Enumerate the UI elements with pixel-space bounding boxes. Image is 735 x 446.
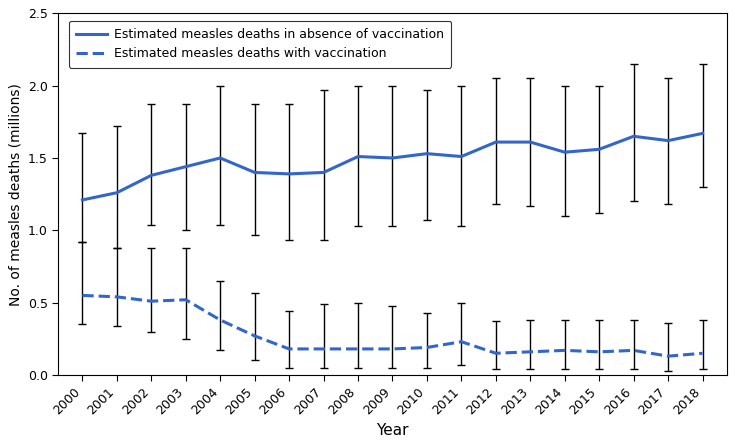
Estimated measles deaths with vaccination bbox=[319, 346, 328, 351]
Estimated measles deaths in absence of vaccination bbox=[423, 151, 431, 156]
Estimated measles deaths in absence of vaccination bbox=[182, 164, 190, 169]
Estimated measles deaths with vaccination bbox=[147, 298, 156, 304]
Estimated measles deaths with vaccination bbox=[78, 293, 87, 298]
Estimated measles deaths with vaccination bbox=[182, 297, 190, 302]
Estimated measles deaths with vaccination bbox=[284, 346, 293, 351]
Estimated measles deaths in absence of vaccination bbox=[251, 170, 259, 175]
Estimated measles deaths in absence of vaccination bbox=[492, 140, 501, 145]
Estimated measles deaths in absence of vaccination bbox=[457, 154, 466, 159]
Estimated measles deaths with vaccination bbox=[698, 351, 707, 356]
Estimated measles deaths with vaccination bbox=[251, 333, 259, 339]
Estimated measles deaths in absence of vaccination bbox=[664, 138, 673, 143]
Estimated measles deaths in absence of vaccination bbox=[595, 147, 603, 152]
X-axis label: Year: Year bbox=[376, 423, 409, 438]
Estimated measles deaths with vaccination bbox=[492, 351, 501, 356]
Line: Estimated measles deaths with vaccination: Estimated measles deaths with vaccinatio… bbox=[82, 295, 703, 356]
Estimated measles deaths in absence of vaccination bbox=[284, 171, 293, 177]
Estimated measles deaths in absence of vaccination bbox=[216, 155, 225, 161]
Y-axis label: No. of measles deaths (millions): No. of measles deaths (millions) bbox=[8, 83, 22, 306]
Estimated measles deaths in absence of vaccination bbox=[629, 134, 638, 139]
Estimated measles deaths in absence of vaccination bbox=[112, 190, 121, 195]
Estimated measles deaths with vaccination bbox=[526, 349, 534, 355]
Estimated measles deaths with vaccination bbox=[216, 317, 225, 322]
Estimated measles deaths in absence of vaccination bbox=[526, 140, 534, 145]
Estimated measles deaths with vaccination bbox=[560, 348, 569, 353]
Estimated measles deaths with vaccination bbox=[457, 339, 466, 344]
Estimated measles deaths with vaccination bbox=[664, 354, 673, 359]
Estimated measles deaths in absence of vaccination bbox=[698, 131, 707, 136]
Estimated measles deaths in absence of vaccination bbox=[560, 149, 569, 155]
Estimated measles deaths in absence of vaccination bbox=[388, 155, 397, 161]
Line: Estimated measles deaths in absence of vaccination: Estimated measles deaths in absence of v… bbox=[82, 133, 703, 200]
Estimated measles deaths with vaccination bbox=[112, 294, 121, 300]
Estimated measles deaths in absence of vaccination bbox=[78, 197, 87, 202]
Estimated measles deaths with vaccination bbox=[629, 348, 638, 353]
Estimated measles deaths with vaccination bbox=[423, 345, 431, 350]
Estimated measles deaths in absence of vaccination bbox=[319, 170, 328, 175]
Estimated measles deaths with vaccination bbox=[354, 346, 362, 351]
Legend: Estimated measles deaths in absence of vaccination, Estimated measles deaths wit: Estimated measles deaths in absence of v… bbox=[69, 21, 451, 68]
Estimated measles deaths in absence of vaccination bbox=[354, 154, 362, 159]
Estimated measles deaths with vaccination bbox=[388, 346, 397, 351]
Estimated measles deaths in absence of vaccination bbox=[147, 173, 156, 178]
Estimated measles deaths with vaccination bbox=[595, 349, 603, 355]
